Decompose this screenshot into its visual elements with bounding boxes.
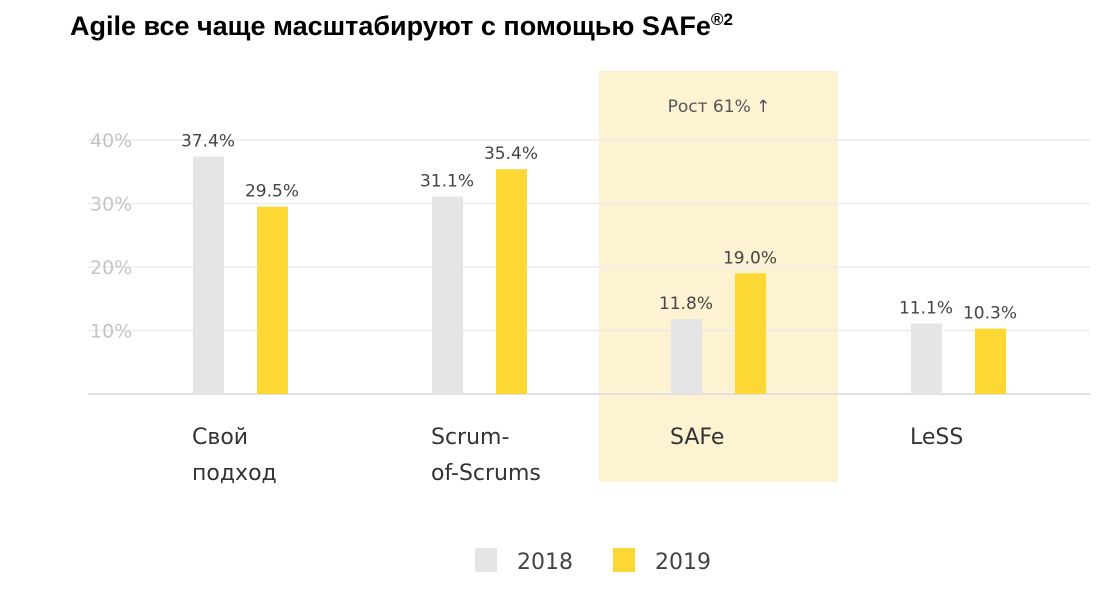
- bar-2019: [975, 328, 1006, 394]
- category-label: LeSS: [910, 425, 963, 450]
- y-tick-label: 40%: [90, 130, 132, 152]
- bar-2019: [735, 273, 766, 394]
- highlight-band: [599, 71, 838, 482]
- category-label: SAFe: [670, 425, 724, 450]
- growth-annotation: Рост 61% ↑: [668, 97, 771, 117]
- data-label: 29.5%: [245, 182, 299, 202]
- data-label: 11.8%: [659, 294, 713, 314]
- y-tick-label: 20%: [90, 257, 132, 279]
- bar-2018: [193, 156, 224, 394]
- bar-2018: [432, 196, 463, 394]
- data-label: 19.0%: [723, 248, 777, 268]
- legend-label: 2019: [655, 550, 711, 575]
- legend-label: 2018: [517, 550, 573, 575]
- data-label: 10.3%: [963, 304, 1017, 324]
- category-label: Scrum-: [431, 425, 509, 450]
- bar-2018: [911, 323, 942, 394]
- y-tick-label: 10%: [90, 321, 132, 343]
- legend-swatch-2019: [613, 548, 635, 572]
- data-label: 37.4%: [181, 132, 235, 152]
- data-label: 35.4%: [484, 144, 538, 164]
- bar-2018: [671, 319, 702, 394]
- category-label: of-Scrums: [431, 461, 541, 486]
- category-label: Свой: [192, 425, 248, 450]
- title-sup: ®2: [710, 10, 733, 29]
- y-tick-label: 30%: [90, 194, 132, 216]
- bar-2019: [496, 169, 527, 394]
- slide-title: Agile все чаще масштабируют с помощью SA…: [70, 10, 733, 42]
- legend-swatch-2018: [475, 548, 497, 572]
- data-label: 31.1%: [420, 172, 474, 192]
- title-text: Agile все чаще масштабируют с помощью SA…: [70, 11, 711, 41]
- data-label: 11.1%: [899, 299, 953, 319]
- bar-2019: [257, 206, 288, 394]
- category-label: подход: [192, 461, 277, 486]
